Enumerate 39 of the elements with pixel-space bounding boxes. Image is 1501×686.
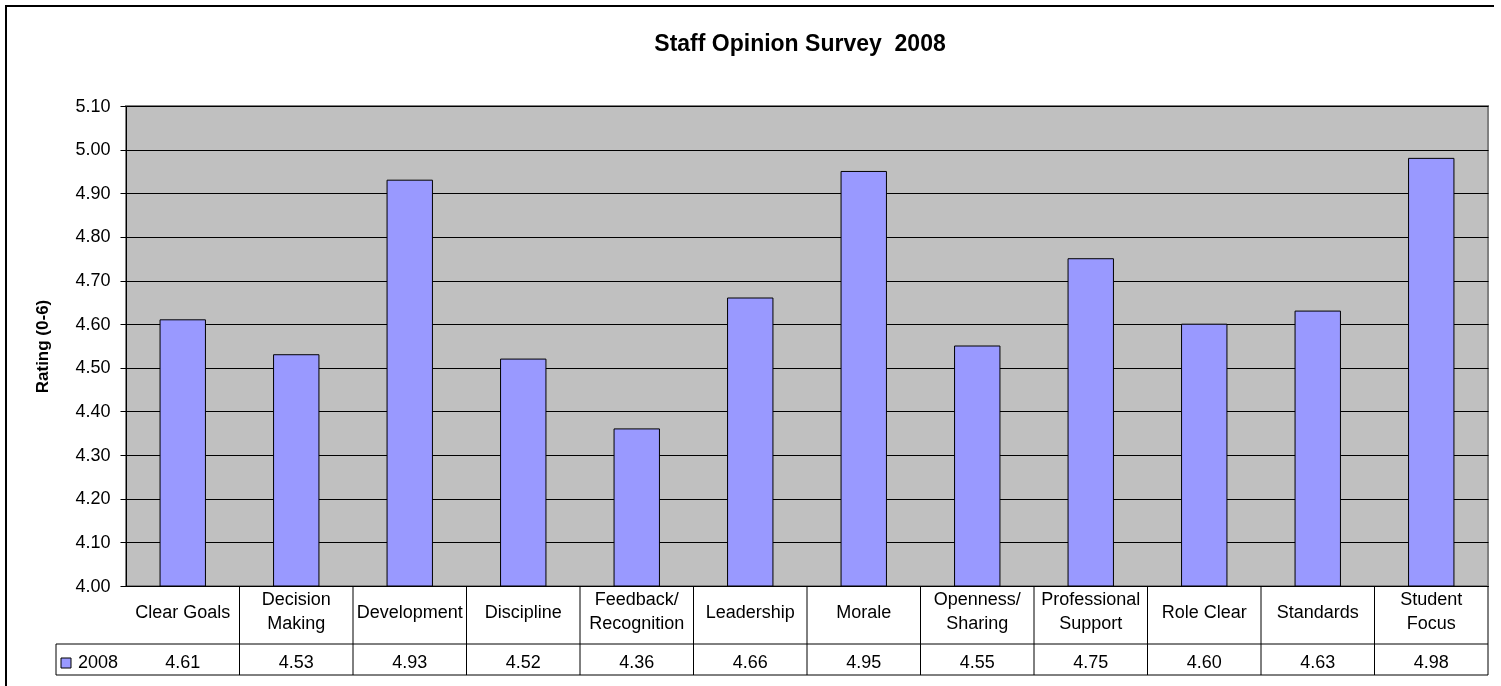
x-tick-label: Feedback/Recognition: [589, 588, 685, 633]
data-label: 4.63: [1300, 652, 1336, 672]
legend-label: 2008: [78, 652, 119, 672]
x-tick-label: Discipline: [484, 601, 562, 622]
x-tick-label: Standards: [1276, 601, 1359, 622]
x-tick-label: Decision Making: [261, 588, 331, 633]
x-tick-label: Clear Goals: [135, 601, 231, 622]
data-label: 4.55: [959, 652, 995, 672]
y-tick-label: 4.30: [75, 444, 111, 465]
data-label: 4.93: [392, 652, 428, 672]
x-tick-label: Professional Support: [1041, 588, 1141, 633]
data-label: 4.95: [846, 652, 882, 672]
data-label: 4.98: [1413, 652, 1449, 672]
y-tick-label: 4.80: [75, 226, 111, 247]
y-tick-label: 4.40: [75, 400, 111, 421]
data-label: 4.61: [165, 652, 201, 672]
data-label: 4.66: [732, 652, 768, 672]
y-tick-label: 4.00: [75, 575, 111, 596]
y-tick-label: 4.10: [75, 531, 111, 552]
y-tick-label: 4.70: [75, 270, 111, 291]
chart-title: Staff Opinion Survey 2008: [654, 30, 946, 56]
x-tick-label: Development: [356, 601, 463, 622]
x-tick-label: Student Focus: [1400, 588, 1463, 633]
y-tick-label: 4.20: [75, 488, 111, 509]
data-label: 4.36: [619, 652, 655, 672]
x-tick-label: Leadership: [705, 601, 795, 622]
x-tick-label: Openness/Sharing: [933, 588, 1021, 633]
y-tick-label: 4.60: [75, 313, 111, 334]
y-tick-label: 5.00: [75, 139, 111, 160]
data-label: 4.60: [1186, 652, 1222, 672]
data-label: 4.53: [278, 652, 314, 672]
y-tick-label: 4.50: [75, 357, 111, 378]
y-tick-label: 4.90: [75, 182, 111, 203]
data-label: 4.52: [505, 652, 541, 672]
x-tick-label: Morale: [836, 601, 892, 622]
y-axis-title: Rating (0-6): [32, 299, 52, 394]
x-tick-label: Role Clear: [1161, 601, 1247, 622]
data-label: 4.75: [1073, 652, 1109, 672]
y-tick-label: 5.10: [75, 95, 111, 116]
